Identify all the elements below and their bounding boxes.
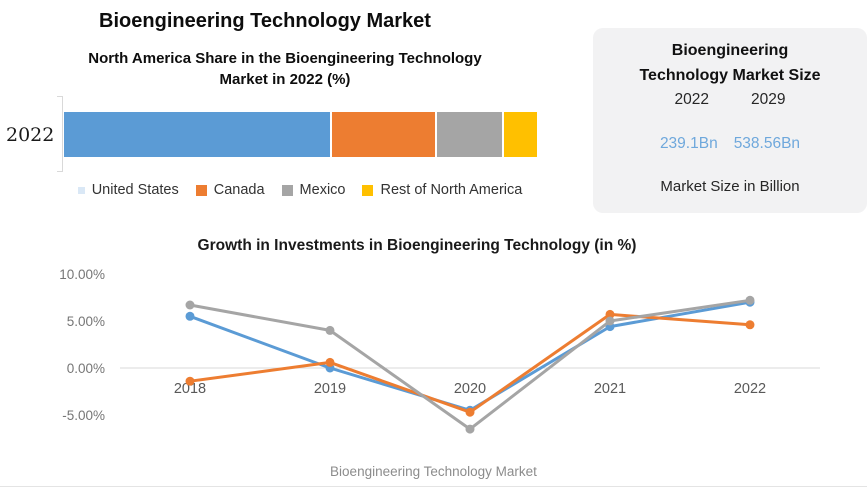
bar-axis-tick-bottom	[57, 171, 63, 172]
panel-caption: Market Size in Billion	[660, 178, 800, 195]
data-point-gray-2020	[465, 424, 475, 434]
bar-segment-rest-of-north-america	[504, 112, 537, 157]
x-axis-label-2019: 2019	[314, 381, 346, 397]
y-axis-tick-0-00: 0.00%	[67, 361, 105, 376]
panel-value-2022: 239.1Bn	[659, 135, 718, 152]
legend-item-mexico: Mexico	[281, 182, 346, 198]
legend-item-canada: Canada	[195, 182, 265, 198]
legend-label-united-states: United States	[91, 182, 179, 198]
panel-year-right: 2029	[751, 91, 786, 108]
x-axis-label-2021: 2021	[594, 381, 626, 397]
bar-chart-subtitle: North America Share in the Bioengineerin…	[88, 50, 482, 88]
legend-swatch-icon-rest-of-north-america	[362, 184, 374, 196]
legend-label-mexico: Mexico	[299, 182, 346, 198]
data-point-gray-2019	[325, 325, 335, 335]
panel-values-row: 239.1Bn 538.56Bn	[593, 135, 867, 153]
legend-item-rest-of-north-america: Rest of North America	[362, 182, 522, 198]
legend-item-united-states: United States	[77, 182, 179, 198]
panel-value-2029: 538.56Bn	[733, 135, 801, 152]
bar-legend: United States Canada Mexico Rest of North A…	[30, 179, 570, 201]
stacked-bar-2022	[64, 112, 537, 157]
panel-title-line2: Technology Market Size	[639, 67, 821, 84]
legend-swatch-icon-united-states	[77, 186, 85, 194]
x-axis-label-2022: 2022	[734, 381, 766, 397]
line-series-orange	[188, 312, 752, 414]
line-chart-title: Growth in Investments in Bioengineering …	[197, 237, 637, 254]
x-axis-label-2020: 2020	[454, 381, 486, 397]
data-point-gray-2018	[185, 300, 195, 310]
data-point-gray-2021	[605, 316, 615, 326]
data-point-orange-2022	[745, 320, 755, 330]
data-point-orange-2019	[325, 357, 335, 367]
legend-label-rest-of-north-america: Rest of North America	[380, 182, 523, 198]
legend-swatch-icon-canada	[195, 184, 207, 196]
bar-category-label: 2022	[6, 124, 55, 146]
bar-segment-canada	[332, 112, 435, 157]
panel-years-row: 2022 2029	[593, 91, 867, 109]
y-axis-tick-10-00: 10.00%	[59, 267, 105, 282]
footer-caption: Bioengineering Technology Market	[330, 464, 537, 479]
data-point-orange-2021	[605, 309, 615, 319]
line-chart: 10.00% 5.00% 0.00% -5.00% 2018 2019 2020 2021 20…	[59, 267, 820, 434]
legend-label-canada: Canada	[213, 182, 265, 198]
bar-segment-mexico	[436, 112, 503, 157]
main-title: Bioengineering Technology Market	[99, 10, 431, 32]
bar-segment-united-states	[64, 112, 331, 157]
market-size-panel: Bioengineering Technology Market Size 20…	[593, 28, 867, 213]
y-axis-tick-5-00: 5.00%	[67, 314, 105, 329]
bar-axis-tick-top	[57, 96, 63, 97]
data-point-orange-2020	[465, 407, 475, 417]
x-axis-label-2018: 2018	[174, 381, 206, 397]
data-point-gray-2022	[745, 295, 755, 305]
legend-swatch-icon-mexico	[281, 184, 293, 196]
y-axis-tick-5-00: -5.00%	[62, 408, 105, 423]
bar-axis-line	[62, 96, 63, 172]
panel-title: Bioengineering Technology Market Size	[593, 38, 867, 88]
panel-title-line1: Bioengineering	[671, 42, 789, 59]
data-point-blue-2018	[185, 311, 195, 321]
panel-year-left: 2022	[674, 91, 709, 108]
data-point-orange-2018	[185, 376, 195, 386]
